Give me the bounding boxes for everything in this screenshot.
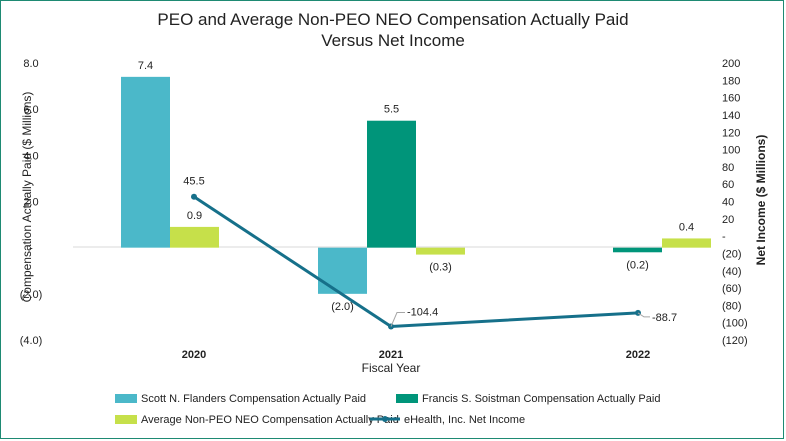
right-tick-label: 180 [722, 75, 740, 87]
net-income-label: -104.4 [407, 306, 438, 318]
right-tick-label: (80) [722, 300, 742, 312]
bar-non-peo-2020 [170, 226, 219, 248]
right-axis: 200 180 160 140 120 100 80 60 40 20 - (20) (40) (60) (… [722, 58, 748, 347]
x-tick-label-2022: 2022 [626, 349, 650, 361]
chart-title-line1: PEO and Average Non-PEO NEO Compensation… [157, 10, 628, 29]
right-tick-label: (60) [722, 283, 742, 295]
bar-flanders-2020 [121, 76, 170, 248]
leader-line [637, 312, 650, 318]
right-tick-label: 20 [722, 214, 734, 226]
right-tick-label: 160 [722, 93, 740, 105]
bar-non-peo-2022 [662, 238, 711, 248]
right-tick-label: 60 [722, 179, 734, 191]
x-tick-label-2021: 2021 [379, 349, 403, 361]
right-tick-label: 200 [722, 58, 740, 70]
bar-data-label: 0.4 [679, 221, 694, 233]
bar-data-label: (2.0) [331, 301, 354, 313]
left-tick-label: (2.0) [20, 289, 43, 301]
bar-data-label: 5.5 [384, 104, 399, 116]
bar-data-label: (0.3) [429, 262, 452, 274]
x-axis: 2020 2021 2022 [182, 349, 650, 361]
right-axis-title: Net Income ($ Millions) [754, 135, 768, 266]
legend-swatch-flanders [115, 394, 137, 403]
right-tick-label: 140 [722, 110, 740, 122]
bar-flanders-2021 [318, 247, 367, 294]
legend-label-non-peo: Average Non-PEO NEO Compensation Actuall… [141, 414, 399, 426]
bars [121, 76, 711, 294]
right-tick-label: 100 [722, 145, 740, 157]
left-tick-label: 8.0 [23, 58, 38, 70]
net-income-label: 45.5 [183, 176, 204, 188]
x-tick-label-2020: 2020 [182, 349, 206, 361]
bar-data-label: 0.9 [187, 210, 202, 222]
legend-label-net-income: eHealth, Inc. Net Income [404, 414, 525, 426]
legend-swatch-soistman [396, 394, 418, 403]
bar-soistman-2022 [613, 247, 662, 253]
legend-label-soistman: Francis S. Soistman Compensation Actuall… [422, 393, 660, 405]
bar-data-label: (0.2) [626, 259, 649, 271]
legend-marker-net-income [382, 416, 388, 422]
left-tick-label: 4.0 [23, 150, 38, 162]
legend-swatch-non-peo [115, 415, 137, 424]
left-tick-label: 6.0 [23, 104, 38, 116]
left-axis: 8.0 6.0 4.0 2.0 - (2.0) (4.0) [20, 58, 43, 347]
legend-label-flanders: Scott N. Flanders Compensation Actually … [141, 393, 366, 405]
right-tick-label: 120 [722, 127, 740, 139]
left-tick-label: 2.0 [23, 197, 38, 209]
right-tick-label: - [722, 231, 726, 243]
bar-non-peo-2021 [416, 247, 465, 255]
right-tick-label: (20) [722, 248, 742, 260]
x-axis-title: Fiscal Year [362, 361, 421, 375]
chart-title-line2: Versus Net Income [321, 31, 465, 50]
left-tick-label: (4.0) [20, 335, 43, 347]
left-tick-label: - [29, 243, 33, 255]
right-tick-label: 80 [722, 162, 734, 174]
bar-data-label: 7.4 [138, 60, 153, 72]
data-labels: 7.4 (2.0) 5.5 (0.2) 0.9 (0.3) 0.4 45.5 -104.4 -88… [138, 60, 694, 327]
net-income-point-2020 [191, 193, 197, 200]
bar-soistman-2021 [367, 120, 416, 248]
right-tick-label: (120) [722, 335, 748, 347]
right-tick-label: (100) [722, 318, 748, 330]
left-axis-title: Compensation Actually Paid ($ Millions) [20, 92, 34, 303]
right-tick-label: 40 [722, 197, 734, 209]
leader-line [390, 311, 405, 327]
right-tick-label: (40) [722, 266, 742, 278]
net-income-label: -88.7 [652, 312, 677, 324]
